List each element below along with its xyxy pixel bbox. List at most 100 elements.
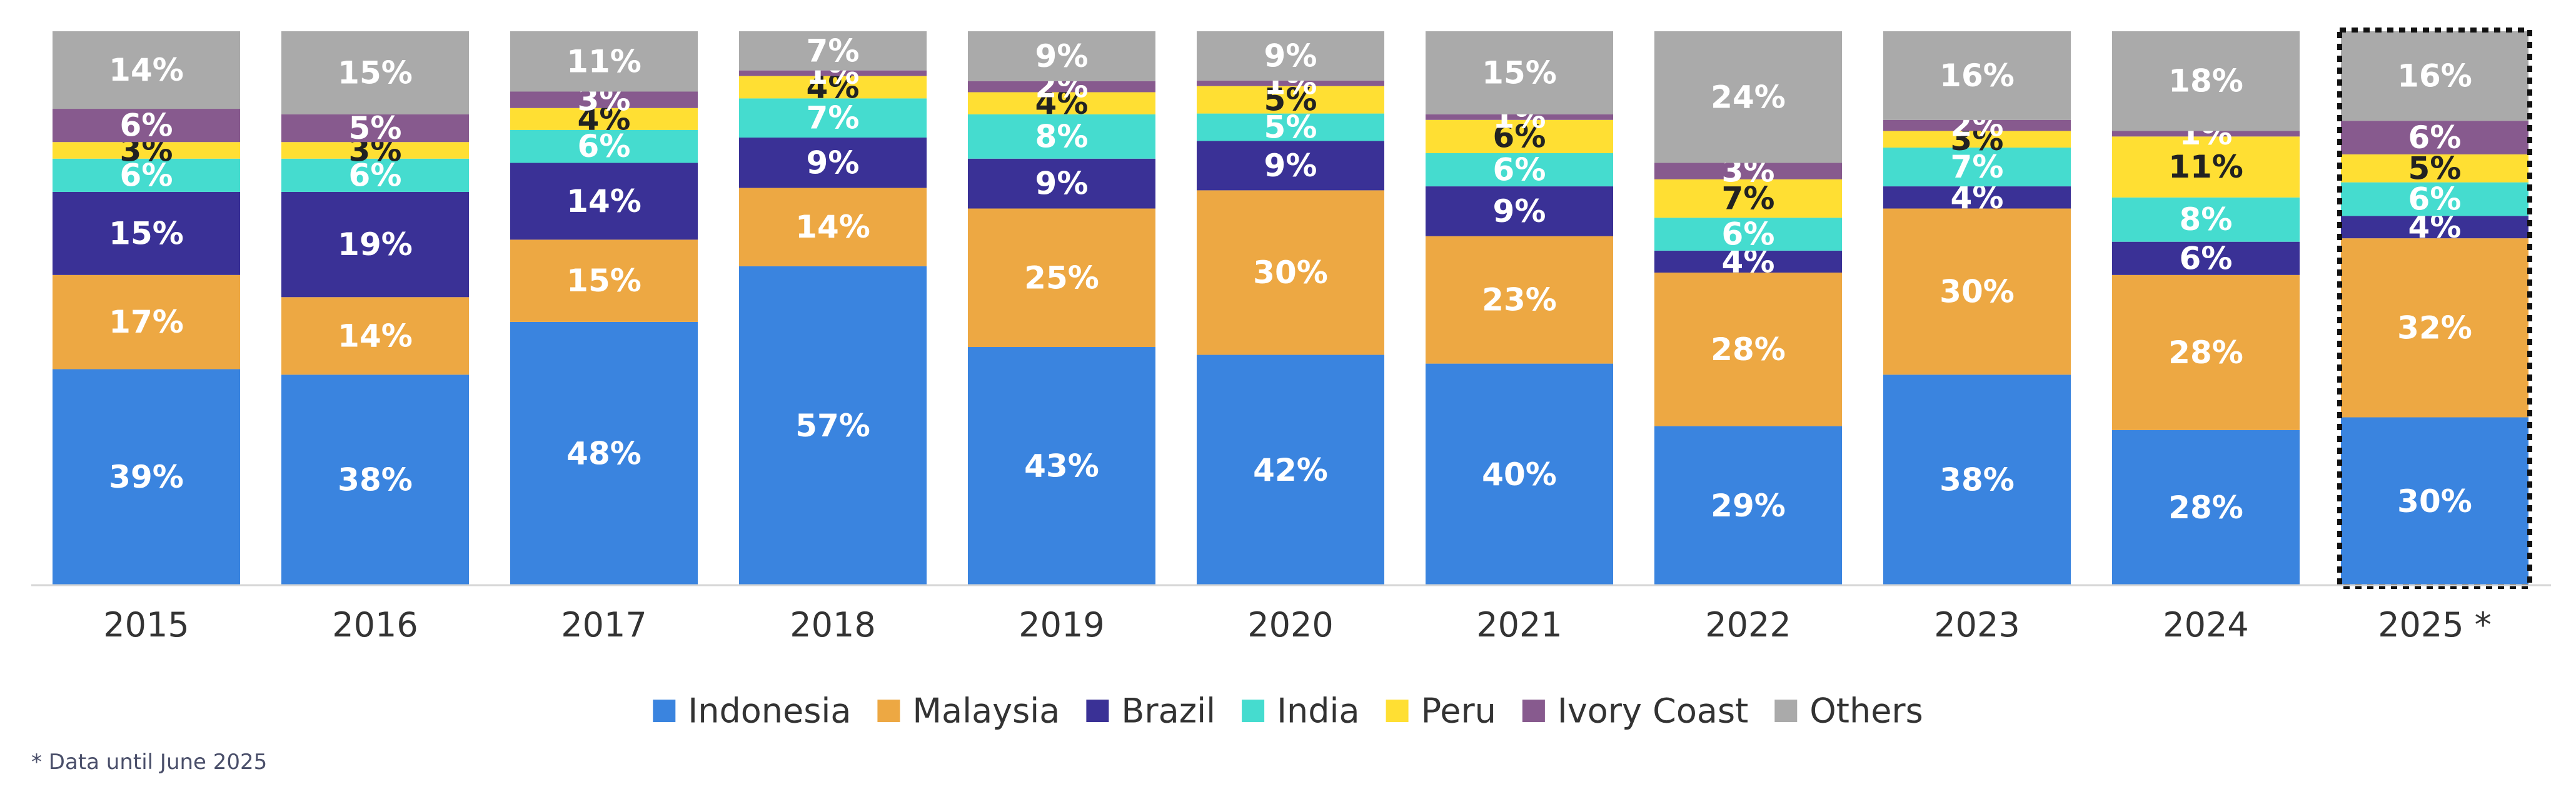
legend-item-peru: Peru	[1386, 691, 1496, 731]
data-label: 42%	[1253, 452, 1328, 488]
data-label: 11%	[566, 43, 641, 79]
highlight-border	[2337, 28, 2532, 589]
data-label: 11%	[2168, 149, 2243, 185]
bar-segment-brazil	[510, 163, 698, 240]
data-label: 28%	[2168, 490, 2243, 526]
bar-segment-others	[281, 31, 469, 114]
bar-segment-ivory-coast	[2112, 131, 2300, 137]
bar-segment-ivory-coast	[1426, 114, 1613, 120]
bar-segment-indonesia	[1654, 426, 1842, 585]
x-tick-label: 2025 *	[2378, 605, 2492, 645]
bar-segment-india	[2341, 182, 2528, 216]
data-label: 5%	[349, 110, 402, 146]
data-label: 28%	[2168, 334, 2243, 371]
data-label: 7%	[1722, 181, 1775, 217]
data-label: 6%	[120, 157, 173, 193]
legend-swatch	[1522, 700, 1545, 722]
data-label: 9%	[1493, 193, 1546, 229]
data-label: 5%	[1264, 109, 1317, 146]
data-label: 6%	[2408, 181, 2462, 217]
bar-segment-ivory-coast	[2341, 121, 2528, 154]
data-label: 6%	[1722, 216, 1775, 253]
data-label: 14%	[566, 183, 641, 219]
data-label: 7%	[1951, 149, 2004, 185]
data-label: 15%	[1482, 54, 1557, 91]
x-tick-label: 2018	[790, 605, 875, 645]
bar-segment-malaysia	[53, 274, 240, 369]
bar-segment-ivory-coast	[1654, 163, 1842, 179]
data-label: 38%	[338, 462, 413, 498]
bar-segment-malaysia	[968, 208, 1155, 348]
bar-stack-2015: 39%17%15%6%3%6%14%	[53, 31, 240, 585]
bar-segment-malaysia	[2112, 274, 2300, 430]
bar-segment-malaysia	[281, 297, 469, 375]
x-tick-label: 2017	[561, 605, 647, 645]
legend-item-malaysia: Malaysia	[877, 691, 1060, 731]
data-label: 5%	[2408, 150, 2462, 186]
bar-stack-2017: 48%15%14%6%4%3%11%	[510, 31, 698, 585]
x-tick-label: 2022	[1705, 605, 1791, 645]
bar-segment-indonesia	[2112, 430, 2300, 585]
bar-segment-ivory-coast	[510, 91, 698, 108]
x-tick-label: 2024	[2163, 605, 2248, 645]
data-label: 29%	[1711, 488, 1786, 524]
bar-segment-peru	[281, 142, 469, 159]
data-label: 14%	[795, 209, 870, 245]
bar-segment-brazil	[1426, 186, 1613, 236]
bar-segment-peru	[739, 76, 927, 99]
legend-label: Malaysia	[912, 691, 1060, 731]
bar-segment-peru	[2112, 136, 2300, 198]
data-label: 6%	[578, 128, 631, 164]
bar-segment-brazil	[1654, 250, 1842, 273]
legend-label: Indonesia	[688, 691, 851, 731]
data-label: 23%	[1482, 282, 1557, 318]
legend-label: Others	[1809, 691, 1923, 731]
data-label: 9%	[1035, 166, 1089, 202]
bar-segment-indonesia	[1426, 363, 1613, 585]
bar-segment-malaysia	[1883, 208, 2071, 375]
bar-stack-2020: 42%30%9%5%5%1%9%	[1197, 31, 1384, 585]
bar-segment-ivory-coast	[968, 81, 1155, 93]
bar-stack-2022: 29%28%4%6%7%3%24%	[1654, 31, 1842, 585]
legend-swatch	[1386, 700, 1409, 722]
bar-segment-brazil	[281, 191, 469, 298]
bar-segment-indonesia	[2341, 417, 2528, 585]
bar-segment-peru	[2341, 154, 2528, 183]
legend-swatch	[1242, 700, 1265, 722]
bar-stack-2024: 28%28%6%8%11%1%18%	[2112, 31, 2300, 585]
data-label: 16%	[2397, 58, 2472, 94]
legend-swatch	[1774, 700, 1798, 722]
bar-segment-india	[1883, 148, 2071, 187]
bar-segment-others	[510, 31, 698, 92]
legend: Indonesia Malaysia Brazil India Peru Ivory Co…	[653, 691, 1923, 731]
data-label: 39%	[109, 459, 184, 495]
data-label: 5%	[1264, 82, 1317, 118]
bar-segment-ivory-coast	[1197, 80, 1384, 86]
bar-segment-peru	[1426, 119, 1613, 153]
data-label: 6%	[1493, 118, 1546, 154]
data-label: 6%	[2180, 240, 2233, 276]
x-tick-label: 2021	[1476, 605, 1562, 645]
bar-segment-ivory-coast	[281, 114, 469, 143]
data-label: 32%	[2397, 309, 2472, 346]
bar-segment-india	[1426, 153, 1613, 187]
data-label: 15%	[338, 54, 413, 91]
data-label: 6%	[349, 157, 402, 193]
bar-segment-others	[1654, 31, 1842, 163]
bar-segment-peru	[1197, 86, 1384, 114]
bar-segment-malaysia	[1197, 190, 1384, 355]
bar-segment-indonesia	[510, 321, 698, 585]
bar-segment-brazil	[968, 158, 1155, 209]
bar-segment-brazil	[2112, 241, 2300, 275]
bar-segment-ivory-coast	[739, 70, 927, 76]
bar-segment-malaysia	[1654, 272, 1842, 426]
x-tick-label: 2020	[1247, 605, 1333, 645]
footnote: * Data until June 2025	[31, 750, 267, 775]
bar-segment-others	[53, 31, 240, 109]
data-label: 6%	[120, 108, 173, 144]
bar-segment-brazil	[1197, 141, 1384, 191]
legend-label: Brazil	[1121, 691, 1215, 731]
bar-segment-peru	[53, 142, 240, 159]
bar-stack-2025: 30%32%4%6%5%6%16%	[2337, 28, 2532, 589]
